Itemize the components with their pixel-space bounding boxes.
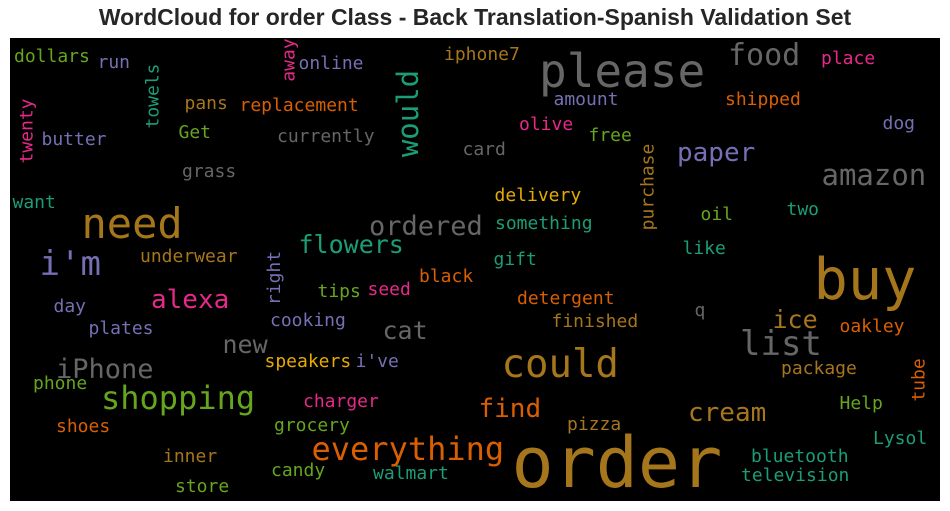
word-run: run	[97, 52, 131, 73]
word-grocery: grocery	[274, 415, 350, 436]
word-underwear: underwear	[140, 246, 238, 267]
word-store: store	[175, 476, 230, 497]
word-bluetooth: bluetooth	[751, 446, 849, 467]
word-q: q	[694, 300, 706, 321]
word-day: day	[53, 296, 87, 317]
word-towels: towels	[142, 63, 164, 129]
word-get: Get	[178, 122, 212, 143]
word-inner: inner	[163, 446, 218, 467]
word-buy: buy	[813, 246, 917, 313]
word-would: would	[390, 69, 425, 157]
word-something: something	[495, 213, 593, 234]
word-walmart: walmart	[373, 463, 449, 484]
word-cream: cream	[688, 398, 767, 428]
word-purchase: purchase	[636, 143, 658, 231]
word-place: place	[821, 48, 876, 69]
word-paper: paper	[677, 138, 756, 168]
word-two: two	[786, 199, 820, 220]
word-like: like	[682, 238, 726, 259]
word-butter: butter	[41, 129, 107, 150]
word-shipped: shipped	[725, 89, 801, 110]
word-twenty: twenty	[16, 98, 38, 164]
word-dog: dog	[882, 113, 916, 134]
word-i-ve: i've	[355, 351, 399, 372]
word-charger: charger	[303, 391, 379, 412]
word-pans: pans	[184, 93, 228, 114]
word-delivery: delivery	[494, 185, 582, 206]
word-television: television	[741, 465, 850, 486]
word-away: away	[278, 38, 300, 82]
word-ice: ice	[772, 304, 818, 334]
word-free: free	[588, 125, 632, 146]
word-need: need	[81, 199, 183, 248]
word-find: find	[478, 394, 542, 424]
word-shoes: shoes	[56, 416, 111, 437]
word-phone: phone	[33, 373, 88, 394]
word-seed: seed	[367, 279, 411, 300]
word-oakley: oakley	[839, 316, 905, 337]
word-card: card	[462, 139, 506, 160]
word-replacement: replacement	[239, 95, 359, 116]
word-tips: tips	[317, 281, 361, 302]
word-detergent: detergent	[517, 288, 615, 309]
word-finished: finished	[551, 311, 639, 332]
word-olive: olive	[519, 114, 574, 135]
word-amazon: amazon	[821, 157, 927, 192]
word-oil: oil	[700, 204, 734, 225]
word-shopping: shopping	[101, 379, 256, 417]
word-candy: candy	[271, 460, 326, 481]
word-tube: tube	[908, 358, 930, 402]
word-i-m: i'm	[39, 244, 101, 284]
word-list: list	[740, 324, 822, 364]
word-flowers: flowers	[298, 229, 404, 259]
word-black: black	[419, 266, 474, 287]
word-currently: currently	[277, 126, 375, 147]
word-online: online	[298, 53, 364, 74]
word-new: new	[222, 329, 268, 359]
word-lysol: Lysol	[873, 428, 928, 449]
word-pizza: pizza	[567, 414, 622, 435]
word-alexa: alexa	[151, 285, 230, 315]
word-everything: everything	[311, 430, 505, 468]
word-iphone: iPhone	[56, 353, 154, 385]
word-order: order	[511, 422, 723, 501]
word-help: Help	[839, 393, 883, 414]
word-ordered: ordered	[369, 210, 483, 242]
word-dollars: dollars	[14, 46, 90, 67]
wordcloud-canvas: order buy please need could everything list i'm…	[10, 38, 940, 501]
word-right: right	[264, 250, 286, 306]
word-grass: grass	[182, 161, 237, 182]
word-package: package	[781, 358, 857, 379]
word-amount: amount	[553, 89, 619, 110]
word-speakers: speakers	[264, 351, 352, 372]
word-cooking: cooking	[270, 310, 346, 331]
word-iphone7: iphone7	[444, 44, 520, 65]
word-gift: gift	[493, 249, 537, 270]
word-please: please	[539, 44, 706, 98]
chart-title: WordCloud for order Class - Back Transla…	[98, 4, 852, 30]
word-want: want	[12, 192, 56, 213]
word-plates: plates	[88, 318, 154, 339]
word-food: food	[728, 38, 801, 73]
word-cat: cat	[382, 315, 428, 345]
word-could: could	[501, 341, 619, 387]
